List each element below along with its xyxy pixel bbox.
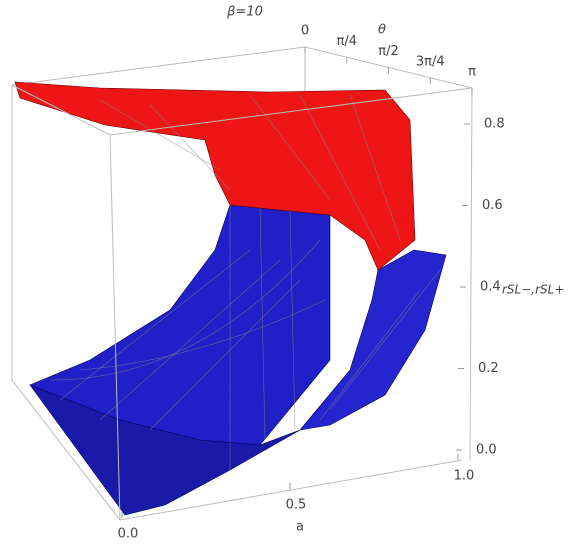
z-tick-label: 0.6 bbox=[482, 198, 503, 213]
x-tick-label: 1.0 bbox=[454, 469, 475, 484]
z-tick-label: 0.0 bbox=[476, 443, 497, 458]
z-axis-label: rSL−,rSL+ bbox=[502, 283, 564, 297]
y-tick-label: π bbox=[468, 65, 476, 80]
y-tick-label: 0 bbox=[301, 24, 309, 39]
y-tick-label: π/4 bbox=[337, 34, 357, 49]
z-tick-label: 0.4 bbox=[480, 280, 501, 295]
z-tick-label: 0.2 bbox=[478, 361, 499, 376]
z-tick-label: 0.8 bbox=[484, 117, 505, 132]
chart-title: β=10 bbox=[226, 5, 263, 20]
y-tick-label: 3π/4 bbox=[416, 54, 445, 69]
y-axis-label: θ bbox=[378, 23, 386, 38]
x-axis-label: a bbox=[296, 520, 304, 535]
y-tick-label: π/2 bbox=[378, 44, 398, 59]
x-tick-label: 0.0 bbox=[118, 527, 139, 542]
box-front bbox=[11, 84, 473, 521]
surface bbox=[14, 81, 447, 516]
x-tick-label: 0.5 bbox=[286, 498, 307, 513]
